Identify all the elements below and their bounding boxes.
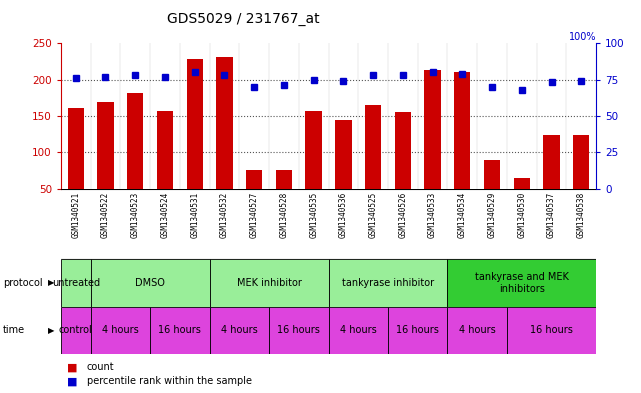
Text: GSM1340521: GSM1340521 [71, 192, 80, 239]
Text: control: control [59, 325, 93, 335]
Bar [328, 259, 447, 307]
Text: GSM1340531: GSM1340531 [190, 192, 199, 239]
Text: GSM1340530: GSM1340530 [517, 192, 526, 239]
Bar [454, 72, 470, 189]
Bar [507, 307, 596, 354]
Text: ■: ■ [67, 362, 78, 373]
Bar [335, 120, 351, 189]
Bar [67, 108, 84, 189]
Text: GSM1340522: GSM1340522 [101, 192, 110, 239]
Text: protocol: protocol [3, 278, 43, 288]
Text: untreated: untreated [52, 278, 100, 288]
Bar [447, 307, 507, 354]
Bar [424, 70, 441, 189]
Bar [61, 307, 90, 354]
Bar [388, 307, 447, 354]
Text: ■: ■ [67, 376, 78, 386]
Bar [246, 170, 262, 189]
Text: GSM1340535: GSM1340535 [309, 192, 318, 239]
Bar [395, 112, 411, 189]
Bar [484, 160, 500, 189]
Bar [513, 178, 530, 189]
Bar [187, 59, 203, 189]
Bar [157, 111, 173, 189]
Bar [365, 105, 381, 189]
Bar [61, 259, 90, 307]
Text: GSM1340537: GSM1340537 [547, 192, 556, 239]
Bar [210, 307, 269, 354]
Bar [210, 259, 328, 307]
Text: GSM1340526: GSM1340526 [398, 192, 407, 239]
Bar [97, 102, 113, 189]
Text: GSM1340529: GSM1340529 [488, 192, 497, 239]
Bar [276, 170, 292, 189]
Text: 4 hours: 4 hours [221, 325, 258, 335]
Text: ▶: ▶ [48, 326, 54, 334]
Text: GSM1340536: GSM1340536 [339, 192, 348, 239]
Bar [328, 307, 388, 354]
Text: 4 hours: 4 hours [102, 325, 138, 335]
Text: MEK inhibitor: MEK inhibitor [237, 278, 301, 288]
Bar [447, 259, 596, 307]
Text: 16 hours: 16 hours [396, 325, 439, 335]
Text: GSM1340528: GSM1340528 [279, 192, 288, 239]
Text: 16 hours: 16 hours [158, 325, 201, 335]
Text: GSM1340525: GSM1340525 [369, 192, 378, 239]
Text: GDS5029 / 231767_at: GDS5029 / 231767_at [167, 12, 320, 26]
Bar [127, 94, 144, 189]
Bar [306, 111, 322, 189]
Text: tankyrase inhibitor: tankyrase inhibitor [342, 278, 434, 288]
Text: GSM1340532: GSM1340532 [220, 192, 229, 239]
Text: 4 hours: 4 hours [459, 325, 495, 335]
Text: 100%: 100% [569, 32, 596, 42]
Bar [90, 259, 210, 307]
Text: time: time [3, 325, 26, 335]
Bar [573, 135, 590, 189]
Bar [90, 307, 150, 354]
Text: GSM1340523: GSM1340523 [131, 192, 140, 239]
Text: GSM1340534: GSM1340534 [458, 192, 467, 239]
Bar [544, 135, 560, 189]
Text: DMSO: DMSO [135, 278, 165, 288]
Text: GSM1340538: GSM1340538 [577, 192, 586, 239]
Text: 16 hours: 16 hours [530, 325, 573, 335]
Bar [216, 57, 233, 189]
Text: count: count [87, 362, 114, 373]
Text: GSM1340524: GSM1340524 [160, 192, 169, 239]
Text: 4 hours: 4 hours [340, 325, 377, 335]
Bar [150, 307, 210, 354]
Text: ▶: ▶ [48, 279, 54, 287]
Bar [269, 307, 328, 354]
Text: percentile rank within the sample: percentile rank within the sample [87, 376, 251, 386]
Text: GSM1340527: GSM1340527 [250, 192, 259, 239]
Text: tankyrase and MEK
inhibitors: tankyrase and MEK inhibitors [475, 272, 569, 294]
Text: GSM1340533: GSM1340533 [428, 192, 437, 239]
Text: 16 hours: 16 hours [278, 325, 320, 335]
